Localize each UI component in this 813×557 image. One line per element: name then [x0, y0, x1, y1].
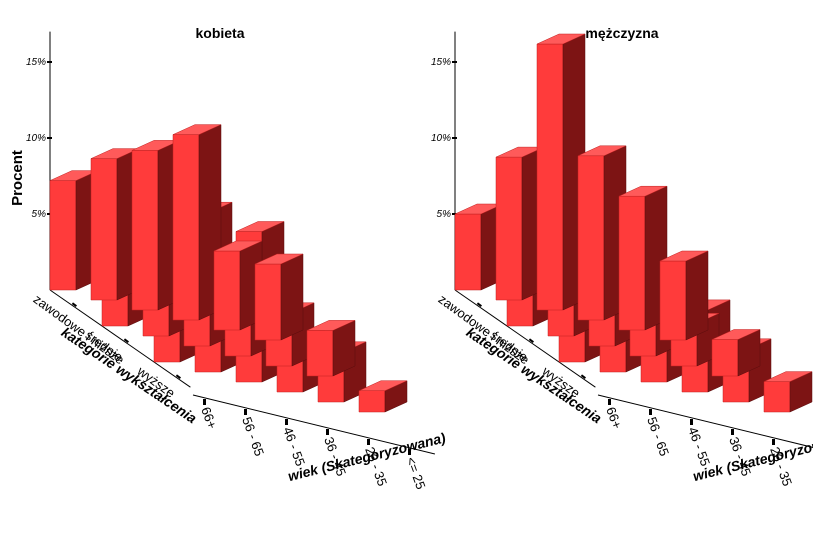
x-tick-label: 46 - 55 [280, 425, 308, 468]
bar-top-face [711, 329, 761, 340]
bar-top-face [618, 185, 668, 197]
x-tick-mark [367, 439, 370, 445]
depth-axis-line [49, 289, 191, 388]
depth-tick-mark [175, 374, 181, 380]
x-tick-mark [772, 439, 775, 445]
x-tick-mark [649, 409, 652, 415]
bar-1-3-0 [172, 124, 222, 321]
x-tick-mark [244, 409, 247, 415]
x-tick-mark [285, 419, 288, 425]
bar-2-0-0 [454, 203, 504, 291]
bar-top-face [358, 380, 408, 391]
bar-front-face [131, 150, 159, 311]
x-tick-label: 56 - 65 [239, 415, 267, 458]
depth-tick-mark [123, 338, 129, 344]
depth-tick-mark [528, 338, 535, 344]
depth-tick-mark [71, 302, 78, 308]
bar-front-face [90, 158, 118, 301]
bar-front-face [536, 43, 564, 311]
bar-2-5-2 [763, 371, 813, 413]
bar-front-face [306, 330, 334, 377]
bar-top-face [536, 33, 586, 45]
bar-front-face [172, 134, 200, 321]
bar-front-face [254, 263, 282, 341]
bar-top-face [659, 250, 709, 262]
bar-front-face [213, 250, 241, 331]
bar-side-face [280, 253, 304, 341]
x-tick-label: <= 25 [808, 455, 813, 491]
bar-side-face [685, 250, 709, 341]
depth-axis-line [454, 289, 596, 388]
x-tick-label: 66+ [603, 405, 625, 431]
bar-front-face [577, 155, 605, 321]
x-tick-label: 56 - 65 [644, 415, 672, 458]
x-tick-mark [690, 419, 693, 425]
x-tick-label: 66+ [198, 405, 220, 431]
y-tick-label: 10% [26, 133, 46, 144]
bar-top-face [306, 320, 356, 331]
y-tick-label: 5% [437, 209, 452, 220]
bar-top-face [254, 253, 304, 265]
x-tick-label: <= 25 [403, 455, 428, 491]
x-tick-label: 46 - 55 [685, 425, 713, 468]
bar-front-face [358, 390, 386, 413]
bar-front-face [659, 260, 687, 341]
y-tick-label: 10% [431, 133, 451, 144]
y-tick-label: 15% [431, 57, 451, 68]
bar-1-5-2 [358, 380, 408, 413]
depth-tick-mark [580, 374, 587, 380]
x-axis-line [192, 394, 436, 455]
bar-front-face [495, 156, 523, 301]
x-tick-mark [408, 449, 411, 455]
y-tick-label: 15% [26, 57, 46, 68]
bar-front-face [49, 180, 77, 291]
x-tick-mark [608, 399, 611, 405]
bar-1-5-0 [254, 253, 304, 341]
x-axis-line [597, 394, 813, 448]
bar-front-face [711, 339, 739, 377]
bar-front-face [454, 213, 482, 291]
bar-front-face [618, 195, 646, 331]
bar-2-2-0 [536, 33, 586, 311]
bar-2-5-1 [711, 329, 761, 377]
x-tick-mark [731, 429, 734, 435]
y-tick-label: 5% [32, 209, 47, 220]
depth-tick-mark [476, 302, 482, 308]
bar-top-face [213, 240, 263, 252]
x-tick-mark [326, 429, 329, 435]
bar-top-face [577, 145, 627, 157]
chart-title: kobieta [195, 25, 244, 41]
chart-title: mężczyzna [585, 25, 658, 41]
x-tick-mark [203, 399, 206, 405]
bar-top-face [235, 221, 285, 232]
bar-2-5-0 [659, 250, 709, 341]
y-axis-title: Procent [9, 150, 26, 206]
bar-front-face [763, 381, 791, 413]
bar-top-face [172, 124, 222, 135]
bar-top-face [763, 371, 813, 382]
bar-1-5-1 [306, 320, 356, 377]
